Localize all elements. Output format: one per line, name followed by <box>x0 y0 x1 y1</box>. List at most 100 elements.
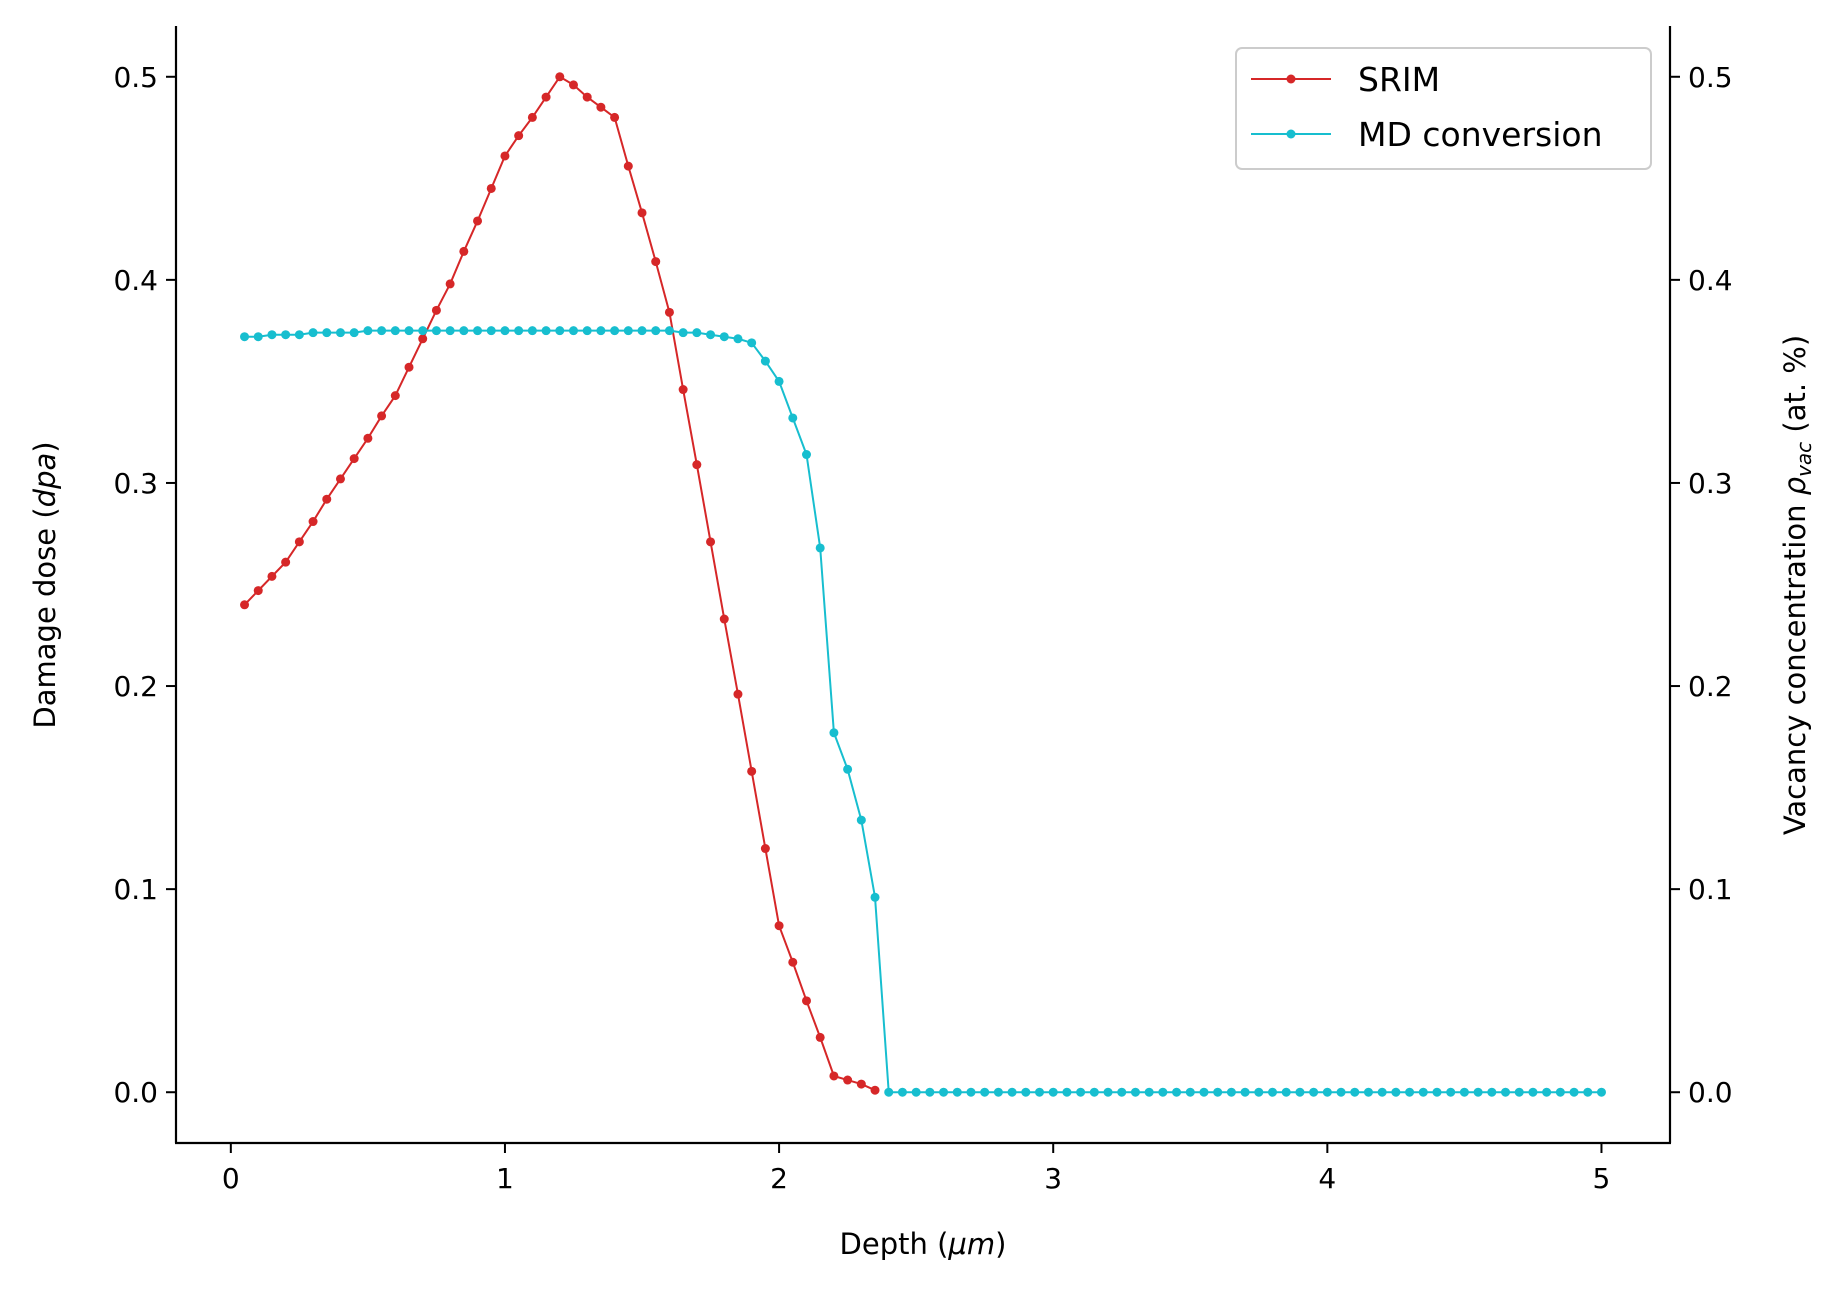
point-md-conversion <box>623 326 633 336</box>
point-md-conversion <box>349 328 359 338</box>
series-layer <box>240 72 1606 1097</box>
point-md-conversion <box>377 326 387 336</box>
point-srim <box>294 537 304 547</box>
y-tick-label: 0.2 <box>113 670 158 703</box>
point-md-conversion <box>1103 1087 1113 1097</box>
point-srim <box>829 1071 839 1081</box>
point-md-conversion <box>1542 1087 1552 1097</box>
point-md-conversion <box>610 326 620 336</box>
point-md-conversion <box>390 326 400 336</box>
point-md-conversion <box>651 326 661 336</box>
point-md-conversion <box>925 1087 935 1097</box>
point-srim <box>514 131 524 141</box>
point-srim <box>363 433 373 443</box>
point-md-conversion <box>1363 1087 1373 1097</box>
point-md-conversion <box>637 326 647 336</box>
point-md-conversion <box>514 326 524 336</box>
point-md-conversion <box>664 326 674 336</box>
point-srim <box>706 537 716 547</box>
point-md-conversion <box>802 450 811 460</box>
point-md-conversion <box>1199 1087 1209 1097</box>
point-md-conversion <box>1048 1087 1058 1097</box>
point-md-conversion <box>1432 1087 1442 1097</box>
point-srim <box>253 586 263 596</box>
y-axis-label: Damage dose (dpa) <box>28 441 62 728</box>
point-md-conversion <box>1226 1087 1236 1097</box>
point-md-conversion <box>541 326 551 336</box>
point-md-conversion <box>1089 1087 1099 1097</box>
point-md-conversion <box>363 326 373 336</box>
point-md-conversion <box>1473 1087 1483 1097</box>
point-md-conversion <box>1007 1087 1017 1097</box>
point-srim <box>349 454 359 464</box>
point-md-conversion <box>500 326 510 336</box>
point-srim <box>815 1032 825 1042</box>
y2-tick-label: 0.2 <box>1688 670 1733 703</box>
point-md-conversion <box>1062 1087 1072 1097</box>
x-tick-label: 5 <box>1593 1162 1611 1195</box>
y-tick-label: 0.3 <box>113 467 158 500</box>
point-md-conversion <box>897 1087 907 1097</box>
point-md-conversion <box>335 328 345 338</box>
y2-tick-label: 0.5 <box>1688 61 1733 94</box>
point-md-conversion <box>1158 1087 1168 1097</box>
point-srim <box>404 362 414 372</box>
point-srim <box>431 305 441 315</box>
point-md-conversion <box>856 815 866 825</box>
point-md-conversion <box>1336 1087 1346 1097</box>
point-md-conversion <box>980 1087 990 1097</box>
point-srim <box>281 557 291 567</box>
legend-label-md: MD conversion <box>1358 115 1603 154</box>
point-md-conversion <box>1528 1087 1538 1097</box>
point-srim <box>582 92 592 102</box>
point-md-conversion <box>1487 1087 1497 1097</box>
x-axis-label: Depth (μm) <box>840 1227 1007 1261</box>
point-md-conversion <box>706 330 716 340</box>
legend: SRIM MD conversion <box>1235 47 1652 170</box>
point-srim <box>856 1079 866 1089</box>
y-tick-label: 0.4 <box>113 264 158 297</box>
point-srim <box>596 102 606 112</box>
point-md-conversion <box>993 1087 1003 1097</box>
point-srim <box>445 279 455 289</box>
point-srim <box>240 600 250 610</box>
point-md-conversion <box>733 334 743 344</box>
point-md-conversion <box>596 326 606 336</box>
point-srim <box>473 216 483 226</box>
point-srim <box>774 921 784 931</box>
point-md-conversion <box>966 1087 976 1097</box>
point-srim <box>747 766 757 776</box>
point-srim <box>568 80 578 90</box>
point-md-conversion <box>568 326 578 336</box>
y-tick-label: 0.0 <box>113 1076 158 1109</box>
point-md-conversion <box>1144 1087 1154 1097</box>
point-md-conversion <box>1117 1087 1127 1097</box>
point-md-conversion <box>267 330 277 340</box>
y2-tick-label: 0.1 <box>1688 873 1733 906</box>
point-md-conversion <box>1213 1087 1223 1097</box>
series-line-md-conversion <box>244 329 1602 1094</box>
point-srim <box>637 208 647 218</box>
point-srim <box>719 614 729 624</box>
point-md-conversion <box>1596 1087 1606 1097</box>
point-md-conversion <box>322 328 332 338</box>
point-srim <box>322 494 332 504</box>
point-md-conversion <box>843 764 853 774</box>
series-md-conversion <box>240 326 1606 1097</box>
point-md-conversion <box>678 328 688 338</box>
point-md-conversion <box>1185 1087 1195 1097</box>
point-md-conversion <box>1076 1087 1086 1097</box>
point-md-conversion <box>1021 1087 1031 1097</box>
x-tick-label: 1 <box>496 1162 514 1195</box>
point-md-conversion <box>774 376 784 386</box>
point-md-conversion <box>870 892 880 902</box>
x-tick-label: 0 <box>222 1162 240 1195</box>
point-md-conversion <box>1569 1087 1579 1097</box>
point-md-conversion <box>1240 1087 1250 1097</box>
point-md-conversion <box>253 332 263 342</box>
point-md-conversion <box>1035 1087 1044 1097</box>
point-srim <box>308 517 318 527</box>
point-md-conversion <box>1322 1087 1332 1097</box>
point-md-conversion <box>760 356 770 366</box>
